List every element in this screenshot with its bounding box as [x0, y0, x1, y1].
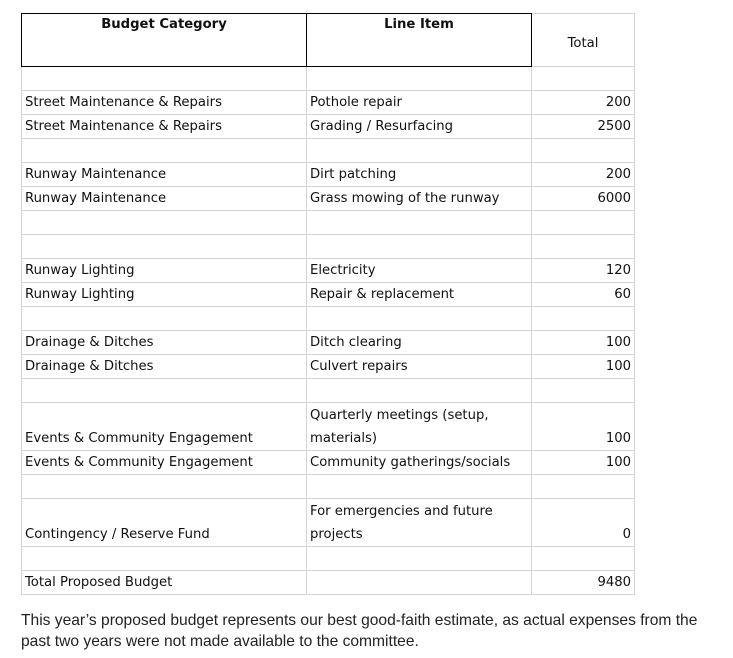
header-row: Budget Category Line Item Total: [21, 13, 635, 67]
line-item-cell: [306, 234, 532, 259]
total-cell: [531, 474, 635, 499]
line-item-cell: [306, 138, 532, 163]
table-row: [21, 66, 635, 91]
total-cell: 6000: [531, 186, 635, 211]
total-cell: 60: [531, 282, 635, 307]
line-item-cell: Grading / Resurfacing: [306, 114, 532, 139]
line-item-cell: Ditch clearing: [306, 330, 532, 355]
total-cell: 100: [531, 330, 635, 355]
total-cell: 0: [531, 498, 635, 547]
line-item-cell: [306, 546, 532, 571]
budget-table: Budget Category Line Item Total Street M…: [21, 13, 635, 595]
category-cell: Runway Maintenance: [21, 186, 307, 211]
table-row: Events & Community Engagement Quarterly m…: [21, 402, 635, 451]
table-row: [21, 138, 635, 163]
category-cell: [21, 234, 307, 259]
line-item-cell: Quarterly meetings (setup, materials): [306, 402, 532, 451]
table-row: Total Proposed Budget 9480: [21, 570, 635, 595]
table-row: [21, 378, 635, 403]
line-item-cell: For emergencies and future projects: [306, 498, 532, 547]
table-row: Events & Community Engagement Community g…: [21, 450, 635, 475]
category-cell: Runway Maintenance: [21, 162, 307, 187]
line-item-cell: [306, 474, 532, 499]
table-row: [21, 210, 635, 235]
table-row: [21, 474, 635, 499]
category-cell: Street Maintenance & Repairs: [21, 114, 307, 139]
header-line-item: Line Item: [306, 13, 532, 67]
category-cell: [21, 66, 307, 91]
line-item-cell: Electricity: [306, 258, 532, 283]
line-item-cell: Pothole repair: [306, 90, 532, 115]
table-row: Runway Maintenance Dirt patching 200: [21, 162, 635, 187]
category-cell: Events & Community Engagement: [21, 402, 307, 451]
category-cell: [21, 378, 307, 403]
table-row: [21, 306, 635, 331]
total-cell: 120: [531, 258, 635, 283]
category-cell: Street Maintenance & Repairs: [21, 90, 307, 115]
category-cell: [21, 306, 307, 331]
category-cell: [21, 210, 307, 235]
category-cell: [21, 546, 307, 571]
total-cell: 100: [531, 450, 635, 475]
category-cell: Drainage & Ditches: [21, 354, 307, 379]
table-row: [21, 546, 635, 571]
total-cell: 2500: [531, 114, 635, 139]
table-row: Drainage & Ditches Culvert repairs 100: [21, 354, 635, 379]
total-cell: [531, 66, 635, 91]
line-item-cell: Dirt patching: [306, 162, 532, 187]
total-cell: [531, 546, 635, 571]
total-cell: [531, 138, 635, 163]
table-row: Contingency / Reserve Fund For emergencie…: [21, 498, 635, 547]
total-cell: [531, 210, 635, 235]
category-cell: Contingency / Reserve Fund: [21, 498, 307, 547]
budget-note: This year’s proposed budget represents o…: [21, 612, 698, 650]
table-row: [21, 234, 635, 259]
line-item-cell: [306, 66, 532, 91]
line-item-cell: [306, 306, 532, 331]
category-cell: [21, 138, 307, 163]
table-row: Drainage & Ditches Ditch clearing 100: [21, 330, 635, 355]
header-total: Total: [531, 13, 635, 67]
total-cell: [531, 306, 635, 331]
category-cell: Total Proposed Budget: [21, 570, 307, 595]
category-cell: Runway Lighting: [21, 282, 307, 307]
line-item-cell: Grass mowing of the runway: [306, 186, 532, 211]
line-item-cell: [306, 570, 532, 595]
total-cell: [531, 378, 635, 403]
line-item-cell: Repair & replacement: [306, 282, 532, 307]
table-row: Runway Maintenance Grass mowing of the ru…: [21, 186, 635, 211]
header-budget-category: Budget Category: [21, 13, 307, 67]
table-row: Runway Lighting Electricity 120: [21, 258, 635, 283]
category-cell: [21, 474, 307, 499]
line-item-cell: Community gatherings/socials: [306, 450, 532, 475]
total-cell: 9480: [531, 570, 635, 595]
table-row: Street Maintenance & Repairs Grading / Re…: [21, 114, 635, 139]
total-cell: 100: [531, 354, 635, 379]
category-cell: Runway Lighting: [21, 258, 307, 283]
table-row: Runway Lighting Repair & replacement 60: [21, 282, 635, 307]
line-item-cell: Culvert repairs: [306, 354, 532, 379]
total-cell: 200: [531, 90, 635, 115]
total-cell: 100: [531, 402, 635, 451]
total-cell: 200: [531, 162, 635, 187]
total-cell: [531, 234, 635, 259]
line-item-cell: [306, 210, 532, 235]
line-item-cell: [306, 378, 532, 403]
table-row: Street Maintenance & Repairs Pothole repa…: [21, 90, 635, 115]
category-cell: Events & Community Engagement: [21, 450, 307, 475]
category-cell: Drainage & Ditches: [21, 330, 307, 355]
